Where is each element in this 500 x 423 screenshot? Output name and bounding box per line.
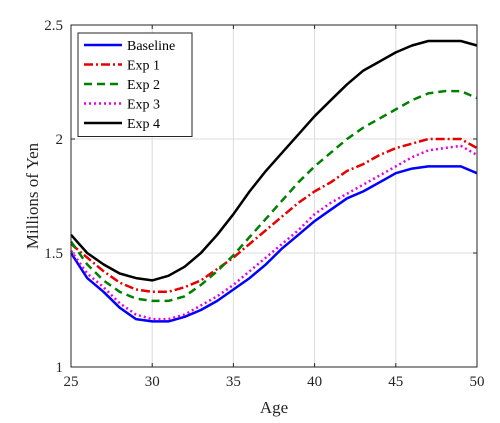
x-tick-label: 50: [470, 374, 485, 390]
x-tick-label: 40: [307, 374, 322, 390]
series-line-1: [70, 137, 478, 294]
x-tick-label: 35: [226, 374, 241, 390]
series-line-0: [69, 165, 478, 323]
x-axis-label: Age: [260, 398, 288, 417]
y-tick-label: 1.5: [44, 246, 63, 262]
legend-label-4: Exp 4: [127, 117, 160, 132]
x-tick-label: 45: [388, 374, 403, 390]
legend-label-2: Exp 2: [127, 78, 160, 93]
x-tick-label: 30: [145, 374, 160, 390]
y-tick-label: 1: [56, 360, 64, 376]
legend-label-1: Exp 1: [127, 59, 160, 74]
plot-frame: [70, 24, 478, 368]
series-line-3: [69, 144, 478, 321]
legend-label-3: Exp 3: [127, 98, 160, 113]
y-axis-label: Millions of Yen: [23, 142, 42, 249]
axis-ticks: 25 30 35 40 45 50 1 1.5 2 2.5: [44, 18, 484, 390]
y-tick-label: 2.5: [44, 18, 63, 34]
series-line-2: [69, 89, 478, 303]
legend: Baseline Exp 1 Exp 2 Exp 3 Exp 4: [77, 32, 193, 137]
x-tick-label: 25: [64, 374, 79, 390]
series-lines: [69, 39, 478, 323]
series-line-4: [70, 39, 478, 282]
y-tick-label: 2: [56, 132, 64, 148]
legend-label-0: Baseline: [127, 39, 175, 54]
